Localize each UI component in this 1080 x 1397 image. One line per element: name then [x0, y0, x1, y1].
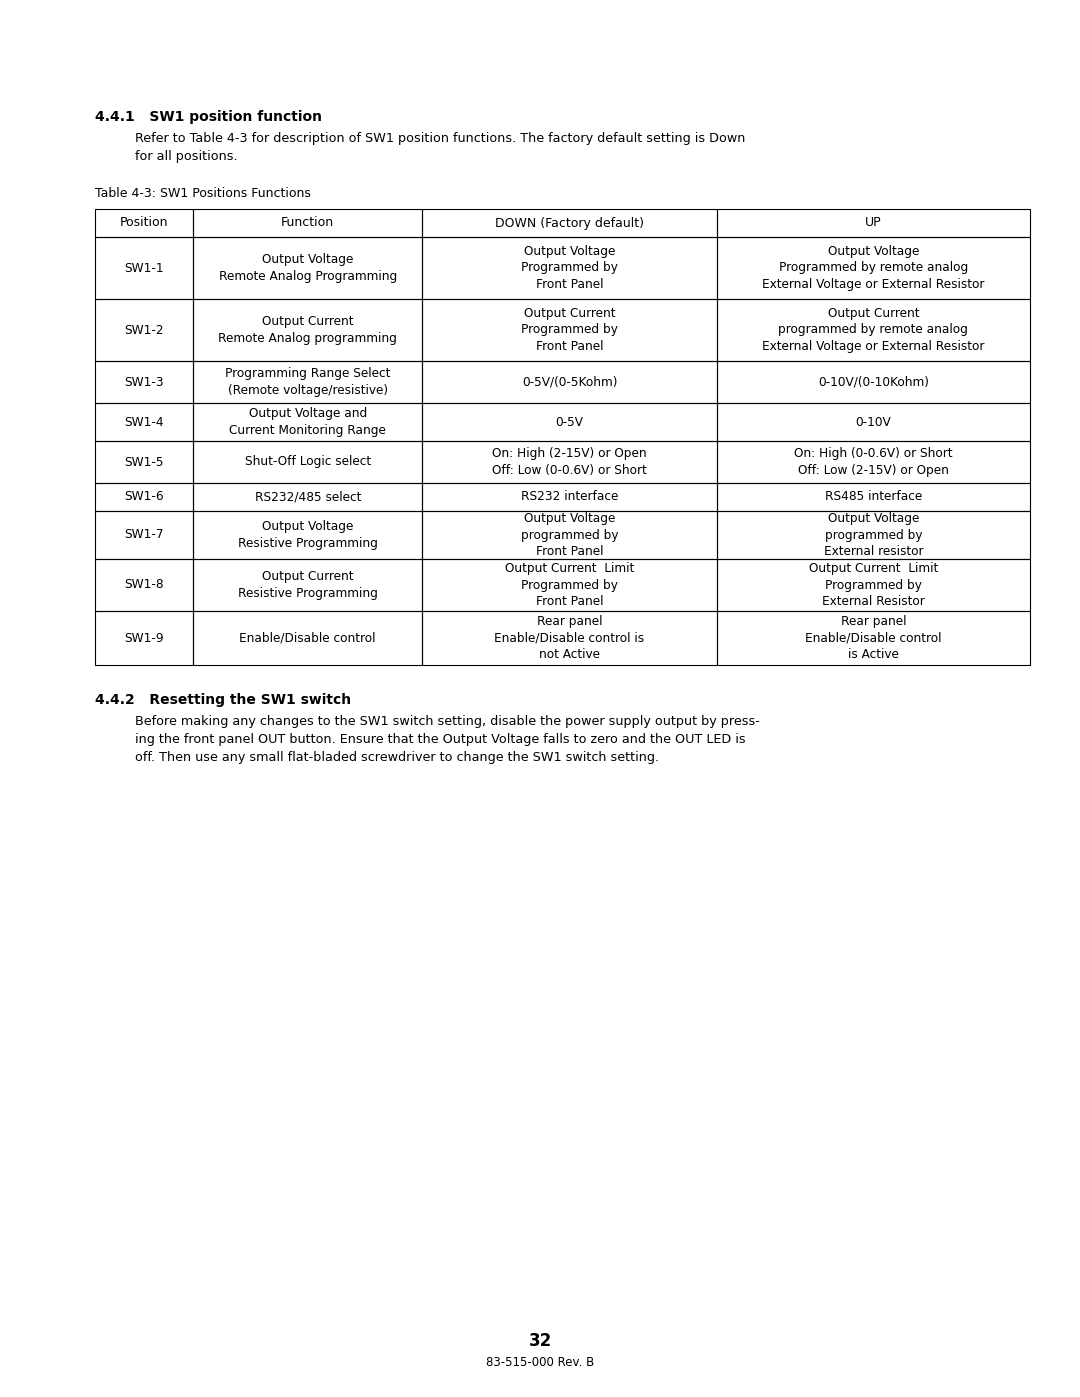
Text: 0-5V: 0-5V — [555, 415, 583, 429]
Text: Refer to Table 4-3 for description of SW1 position functions. The factory defaul: Refer to Table 4-3 for description of SW… — [135, 131, 745, 163]
Text: SW1-3: SW1-3 — [124, 376, 164, 388]
Text: SW1-4: SW1-4 — [124, 415, 164, 429]
Text: Rear panel
Enable/Disable control is
not Active: Rear panel Enable/Disable control is not… — [495, 615, 645, 661]
Text: DOWN (Factory default): DOWN (Factory default) — [495, 217, 644, 229]
Text: Output Current
Programmed by
Front Panel: Output Current Programmed by Front Panel — [521, 307, 618, 353]
Text: Output Voltage
programmed by
Front Panel: Output Voltage programmed by Front Panel — [521, 511, 618, 557]
Text: Output Voltage
Resistive Programming: Output Voltage Resistive Programming — [238, 520, 378, 550]
Text: Output Current  Limit
Programmed by
Front Panel: Output Current Limit Programmed by Front… — [504, 562, 634, 608]
Text: Output Voltage
programmed by
External resistor: Output Voltage programmed by External re… — [824, 511, 923, 557]
Text: 4.4.2   Resetting the SW1 switch: 4.4.2 Resetting the SW1 switch — [95, 693, 351, 707]
Text: SW1-5: SW1-5 — [124, 455, 164, 468]
Text: Output Voltage
Programmed by remote analog
External Voltage or External Resistor: Output Voltage Programmed by remote anal… — [762, 244, 985, 291]
Text: On: High (0-0.6V) or Short
Off: Low (2-15V) or Open: On: High (0-0.6V) or Short Off: Low (2-1… — [794, 447, 953, 476]
Text: Function: Function — [281, 217, 335, 229]
Text: 0-10V: 0-10V — [855, 415, 891, 429]
Text: SW1-1: SW1-1 — [124, 261, 164, 274]
Text: 32: 32 — [528, 1331, 552, 1350]
Text: Table 4-3: SW1 Positions Functions: Table 4-3: SW1 Positions Functions — [95, 187, 311, 200]
Text: RS485 interface: RS485 interface — [825, 490, 922, 503]
Text: Output Voltage
Remote Analog Programming: Output Voltage Remote Analog Programming — [218, 253, 396, 282]
Text: Position: Position — [120, 217, 168, 229]
Text: SW1-8: SW1-8 — [124, 578, 164, 591]
Text: SW1-7: SW1-7 — [124, 528, 164, 542]
Text: 4.4.1   SW1 position function: 4.4.1 SW1 position function — [95, 110, 322, 124]
Text: Output Voltage and
Current Monitoring Range: Output Voltage and Current Monitoring Ra… — [229, 408, 387, 437]
Text: 0-5V/(0-5Kohm): 0-5V/(0-5Kohm) — [522, 376, 618, 388]
Text: 83-515-000 Rev. B: 83-515-000 Rev. B — [486, 1356, 594, 1369]
Text: Output Current  Limit
Programmed by
External Resistor: Output Current Limit Programmed by Exter… — [809, 562, 939, 608]
Text: Programming Range Select
(Remote voltage/resistive): Programming Range Select (Remote voltage… — [225, 367, 390, 397]
Text: SW1-9: SW1-9 — [124, 631, 164, 644]
Text: Output Voltage
Programmed by
Front Panel: Output Voltage Programmed by Front Panel — [521, 244, 618, 291]
Text: RS232/485 select: RS232/485 select — [255, 490, 361, 503]
Text: 0-10V/(0-10Kohm): 0-10V/(0-10Kohm) — [818, 376, 929, 388]
Text: Shut-Off Logic select: Shut-Off Logic select — [245, 455, 370, 468]
Text: SW1-2: SW1-2 — [124, 324, 164, 337]
Text: SW1-6: SW1-6 — [124, 490, 164, 503]
Text: Output Current
Resistive Programming: Output Current Resistive Programming — [238, 570, 378, 599]
Text: UP: UP — [865, 217, 881, 229]
Text: Rear panel
Enable/Disable control
is Active: Rear panel Enable/Disable control is Act… — [805, 615, 942, 661]
Text: RS232 interface: RS232 interface — [521, 490, 618, 503]
Text: Output Current
Remote Analog programming: Output Current Remote Analog programming — [218, 316, 397, 345]
Text: Output Current
programmed by remote analog
External Voltage or External Resistor: Output Current programmed by remote anal… — [762, 307, 985, 353]
Text: On: High (2-15V) or Open
Off: Low (0-0.6V) or Short: On: High (2-15V) or Open Off: Low (0-0.6… — [492, 447, 647, 476]
Text: Enable/Disable control: Enable/Disable control — [240, 631, 376, 644]
Text: Before making any changes to the SW1 switch setting, disable the power supply ou: Before making any changes to the SW1 swi… — [135, 715, 760, 764]
